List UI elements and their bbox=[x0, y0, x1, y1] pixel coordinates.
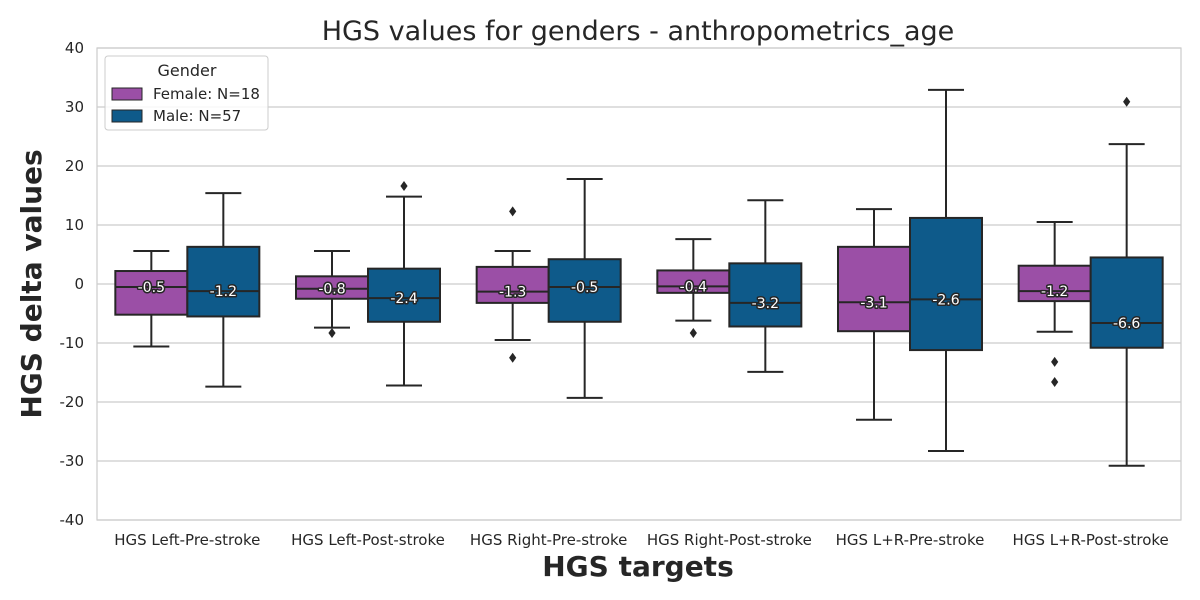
outlier-point bbox=[400, 181, 408, 192]
box-group: -3.1 bbox=[837, 208, 911, 421]
box-iqr bbox=[114, 270, 189, 316]
box-iqr bbox=[186, 245, 261, 318]
y-tick-label: 40 bbox=[65, 39, 84, 57]
box-group: -2.4 bbox=[367, 181, 441, 387]
plot-area-frame bbox=[96, 47, 1182, 521]
median-value-label: -2.6 bbox=[932, 292, 959, 308]
box-iqr bbox=[728, 262, 803, 328]
median-value-label: -1.2 bbox=[1041, 284, 1068, 300]
legend-frame bbox=[104, 55, 269, 131]
box-iqr bbox=[1089, 256, 1164, 349]
box-group: -0.4 bbox=[656, 238, 731, 338]
box-group: -1.3 bbox=[475, 206, 550, 363]
chart-title: HGS values for genders - anthropometrics… bbox=[322, 16, 955, 47]
x-axis-label: HGS targets bbox=[542, 550, 734, 583]
median-value-label: -0.4 bbox=[680, 279, 707, 295]
outlier-point bbox=[1051, 356, 1059, 367]
legend: Gender Female: N=18 Male: N=57 bbox=[104, 55, 269, 131]
outlier-point bbox=[509, 352, 517, 363]
median-value-label: -1.2 bbox=[210, 284, 237, 300]
x-tick-label: HGS Right-Pre-stroke bbox=[470, 531, 627, 549]
box-group: -3.2 bbox=[728, 199, 803, 373]
outlier-point bbox=[1123, 96, 1131, 107]
legend-swatch-male bbox=[111, 109, 143, 123]
box-plots: -0.5 -0.8 -1.3 -0.4 -3.1 -1.2 -1.2 -2.4 -0.5 -3.2… bbox=[114, 88, 1164, 467]
box-group: -0.5 bbox=[114, 249, 189, 348]
legend-swatch-female bbox=[111, 87, 143, 101]
y-axis-label: HGS delta values bbox=[15, 149, 48, 418]
median-value-label: -3.1 bbox=[860, 295, 887, 311]
box-group: -0.8 bbox=[295, 249, 369, 338]
y-tick-label: -20 bbox=[60, 393, 85, 411]
box-group: -1.2 bbox=[1017, 221, 1092, 387]
median-value-label: -0.8 bbox=[318, 282, 345, 298]
box-group: -1.2 bbox=[186, 192, 261, 388]
median-value-label: -0.5 bbox=[571, 280, 598, 296]
outlier-point bbox=[328, 327, 336, 338]
y-tick-label: -30 bbox=[60, 452, 85, 470]
y-tick-label: -40 bbox=[60, 511, 85, 529]
box-iqr bbox=[909, 216, 983, 352]
y-tick-label: 0 bbox=[74, 275, 84, 293]
box-iqr bbox=[367, 267, 441, 323]
outlier-point bbox=[1051, 376, 1059, 387]
box-group: -6.6 bbox=[1089, 96, 1164, 467]
median-value-label: -1.3 bbox=[499, 285, 526, 301]
x-tick-labels: HGS Left-Pre-stroke HGS Left-Post-stroke H… bbox=[114, 531, 1169, 549]
y-tick-label: 10 bbox=[65, 216, 84, 234]
legend-label-male: Male: N=57 bbox=[153, 107, 241, 125]
box-group: -0.5 bbox=[547, 177, 622, 399]
x-tick-label: HGS L+R-Post-stroke bbox=[1013, 531, 1169, 549]
legend-label-female: Female: N=18 bbox=[153, 85, 260, 103]
x-tick-label: HGS Left-Post-stroke bbox=[291, 531, 445, 549]
outlier-point bbox=[509, 206, 517, 217]
x-tick-label: HGS Left-Pre-stroke bbox=[114, 531, 260, 549]
y-tick-label: -10 bbox=[60, 334, 85, 352]
outlier-point bbox=[689, 327, 697, 338]
y-tick-label: 30 bbox=[65, 98, 84, 116]
box-iqr bbox=[475, 265, 550, 304]
box-group: -2.6 bbox=[909, 88, 983, 452]
y-tick-labels: -40 -30 -20 -10 0 10 20 30 40 bbox=[60, 39, 85, 529]
box-iqr bbox=[837, 245, 911, 333]
y-tick-label: 20 bbox=[65, 157, 84, 175]
box-iqr bbox=[547, 258, 622, 323]
x-tick-label: HGS L+R-Pre-stroke bbox=[836, 531, 985, 549]
x-tick-label: HGS Right-Post-stroke bbox=[647, 531, 812, 549]
median-value-label: -2.4 bbox=[390, 291, 417, 307]
median-value-label: -0.5 bbox=[138, 280, 165, 296]
median-value-label: -3.2 bbox=[752, 296, 779, 312]
median-value-label: -6.6 bbox=[1113, 316, 1140, 332]
legend-title: Gender bbox=[158, 61, 217, 80]
